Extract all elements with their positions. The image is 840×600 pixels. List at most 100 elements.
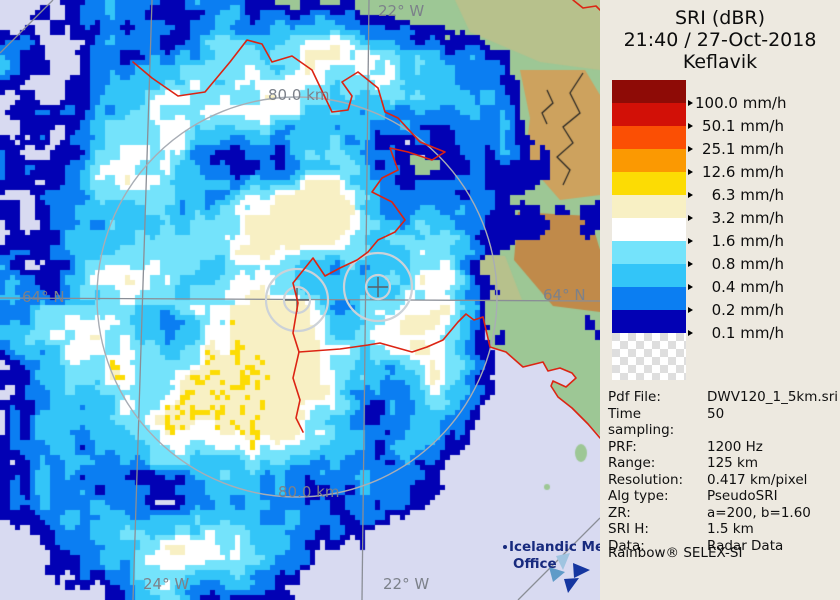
legend-swatch bbox=[612, 126, 686, 149]
legend-row: 25.1 mm/h bbox=[688, 140, 784, 158]
metadata-value: 1.5 km bbox=[707, 521, 754, 537]
metadata-value: PseudoSRI bbox=[707, 488, 778, 504]
legend-row: 50.1 mm/h bbox=[688, 117, 784, 135]
map-labels: 80.0 km 80.0 km 64° N 64° N 22° W 24° W 22° W bbox=[22, 2, 586, 593]
legend-value-label: 50.1 mm/h bbox=[702, 117, 784, 135]
map-label: 22° W bbox=[378, 2, 424, 20]
range-ring-80km bbox=[96, 96, 498, 498]
legend-row: 0.2 mm/h bbox=[688, 301, 784, 319]
legend-transparent-band bbox=[612, 333, 686, 380]
legend-value-label: 0.8 mm/h bbox=[711, 255, 784, 273]
metadata-row: Pdf File: DWV120_1_5km.sri bbox=[608, 389, 838, 406]
legend-swatch bbox=[612, 287, 686, 310]
map-label: 64° N bbox=[543, 286, 586, 304]
metadata-label: Data: bbox=[608, 537, 645, 554]
legend-value-label: 100.0 mm/h bbox=[695, 94, 787, 112]
legend-tick-arrow-icon bbox=[688, 284, 693, 290]
metadata-label: Alg type: bbox=[608, 488, 669, 504]
legend-row: 12.6 mm/h bbox=[688, 163, 784, 181]
longitude-line-22w bbox=[361, 0, 370, 600]
map-label: 80.0 km bbox=[278, 483, 339, 501]
legend-tick-arrow-icon bbox=[688, 215, 693, 221]
metadata-row: ZR: a=200, b=1.60 bbox=[608, 505, 836, 522]
software-credit: Rainbow® SELEX-SI bbox=[608, 545, 743, 561]
legend-swatch bbox=[612, 218, 686, 241]
metadata-value: 1200 Hz bbox=[707, 438, 763, 455]
metadata-label: Pdf File: bbox=[608, 389, 661, 405]
legend-tick-arrow-icon bbox=[688, 307, 693, 313]
longitude-line-24w bbox=[132, 0, 153, 600]
legend-row: 100.0 mm/h bbox=[688, 94, 787, 112]
map-label: 22° W bbox=[383, 575, 429, 593]
legend-tick-arrow-icon bbox=[688, 192, 693, 198]
metadata-value: 125 km bbox=[707, 455, 759, 471]
metadata-row: Range: 125 km bbox=[608, 455, 836, 472]
metadata-label: ZR: bbox=[608, 504, 631, 521]
legend-row: 3.2 mm/h bbox=[688, 209, 784, 227]
legend-tick-arrow-icon bbox=[688, 330, 693, 336]
product-title: SRI (dBR) bbox=[674, 7, 766, 29]
metadata-list: Pdf File: DWV120_1_5km.sri Time sampling: 5… bbox=[608, 389, 838, 555]
legend-tick-arrow-icon bbox=[688, 169, 693, 175]
coastline-highlight bbox=[132, 0, 600, 439]
legend-tick-arrow-icon bbox=[688, 238, 693, 244]
site-marker-secondary bbox=[342, 251, 414, 323]
coastline-corner bbox=[572, 0, 600, 11]
legend-value-label: 6.3 mm/h bbox=[711, 186, 784, 204]
logo-pinwheel-icon bbox=[556, 553, 570, 570]
coastline-main bbox=[132, 39, 600, 439]
station-name: Keflavik bbox=[682, 51, 758, 73]
legend-swatch bbox=[612, 172, 686, 195]
metadata-label: SRI H: bbox=[608, 521, 649, 537]
metadata-label: Time sampling: bbox=[608, 405, 675, 439]
coastline-branch bbox=[292, 351, 304, 433]
timestamp: 21:40 / 27-Oct-2018 bbox=[623, 29, 817, 51]
metadata-label: Range: bbox=[608, 455, 656, 471]
metadata-label: PRF: bbox=[608, 438, 637, 455]
legend-value-label: 0.1 mm/h bbox=[711, 324, 784, 342]
logo-pinwheel-icon bbox=[549, 567, 565, 582]
logo-pinwheel-icon bbox=[564, 578, 579, 593]
logo-pinwheel-icon bbox=[573, 563, 590, 578]
legend-row: 0.1 mm/h bbox=[688, 324, 784, 342]
legend-swatch bbox=[612, 310, 686, 333]
legend-swatch bbox=[612, 80, 686, 103]
map-label: 64° N bbox=[22, 288, 65, 306]
legend-tick-arrow-icon bbox=[688, 100, 693, 106]
legend-swatch bbox=[612, 103, 686, 126]
metadata-row: Alg type: PseudoSRI bbox=[608, 488, 836, 505]
map-label: 80.0 km bbox=[268, 86, 329, 104]
metadata-label: Resolution: bbox=[608, 471, 684, 488]
met-office-logo: Icelandic Met Office bbox=[503, 539, 600, 593]
logo-text-line1: Icelandic Met bbox=[509, 539, 600, 555]
legend-value-label: 3.2 mm/h bbox=[711, 209, 784, 227]
info-panel: SRI (dBR) 21:40 / 27-Oct-2018 Keflavik 1… bbox=[600, 0, 840, 600]
legend-tick-arrow-icon bbox=[688, 123, 693, 129]
title-block: SRI (dBR) 21:40 / 27-Oct-2018 Keflavik bbox=[600, 0, 840, 73]
legend-swatch bbox=[612, 264, 686, 287]
legend-row: 0.4 mm/h bbox=[688, 278, 784, 296]
legend-row: 0.8 mm/h bbox=[688, 255, 784, 273]
legend-swatch bbox=[612, 149, 686, 172]
metadata-row: SRI H: 1.5 km bbox=[608, 521, 836, 538]
legend-swatch bbox=[612, 195, 686, 218]
legend-value-label: 1.6 mm/h bbox=[711, 232, 784, 250]
metadata-row: Data: Radar Data bbox=[608, 538, 836, 555]
legend-tick-arrow-icon bbox=[688, 146, 693, 152]
metadata-value: 50 bbox=[707, 405, 725, 422]
legend-value-label: 0.4 mm/h bbox=[711, 278, 784, 296]
legend-row: 6.3 mm/h bbox=[688, 186, 784, 204]
logo-text-line2: Office bbox=[513, 556, 557, 572]
logo-dot-icon bbox=[503, 545, 507, 549]
legend-tick-arrow-icon bbox=[688, 261, 693, 267]
legend-swatch bbox=[612, 241, 686, 264]
diagonal-line-nw bbox=[0, 0, 54, 54]
metadata-row: Resolution: 0.417 km/pixel bbox=[608, 472, 836, 489]
metadata-row: Time sampling: 50 bbox=[608, 406, 836, 439]
legend-value-label: 25.1 mm/h bbox=[702, 140, 784, 158]
legend-value-label: 0.2 mm/h bbox=[711, 301, 784, 319]
metadata-value: Radar Data bbox=[707, 537, 784, 554]
map-label: 24° W bbox=[143, 575, 189, 593]
